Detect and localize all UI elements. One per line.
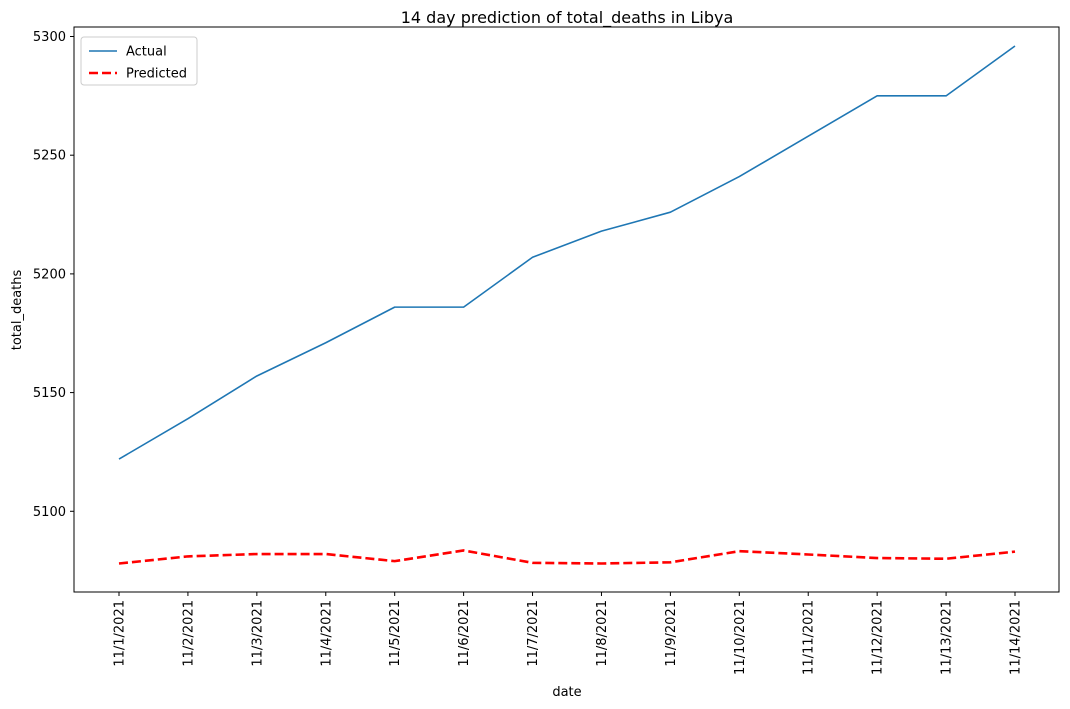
y-tick-label: 5300 [33, 30, 66, 45]
x-tick-label: 11/4/2021 [319, 600, 334, 667]
x-tick-label: 11/11/2021 [802, 600, 817, 675]
series-line-actual [118, 45, 1016, 460]
x-tick-label: 11/13/2021 [940, 600, 955, 675]
chart-title: 14 day prediction of total_deaths in Lib… [401, 8, 734, 28]
x-tick-label: 11/6/2021 [457, 600, 472, 667]
x-tick-label: 11/7/2021 [526, 600, 541, 667]
legend: Actual Predicted [80, 36, 198, 86]
x-tick-label: 11/3/2021 [250, 600, 265, 667]
x-tick-label: 11/5/2021 [388, 600, 403, 667]
x-tick-label: 11/1/2021 [113, 600, 128, 667]
x-tick-label: 11/9/2021 [664, 600, 679, 667]
x-tick-label: 11/12/2021 [871, 600, 886, 675]
x-tick-label: 11/8/2021 [595, 600, 610, 667]
y-tick-label: 5250 [33, 149, 66, 164]
x-tick-label: 11/2/2021 [181, 600, 196, 667]
legend-label-actual: Actual [126, 45, 167, 60]
y-tick-label: 5150 [33, 386, 66, 401]
x-axis-label: date [552, 685, 581, 700]
x-tick-label: 11/10/2021 [733, 600, 748, 675]
y-tick-label: 5200 [33, 267, 66, 282]
y-tick-label: 5100 [33, 505, 66, 520]
plot-area-frame [73, 26, 1060, 593]
series-line-predicted [118, 549, 1016, 565]
x-tick-label: 11/14/2021 [1009, 600, 1024, 675]
legend-label-predicted: Predicted [126, 67, 187, 82]
y-axis-label: total_deaths [10, 270, 25, 351]
